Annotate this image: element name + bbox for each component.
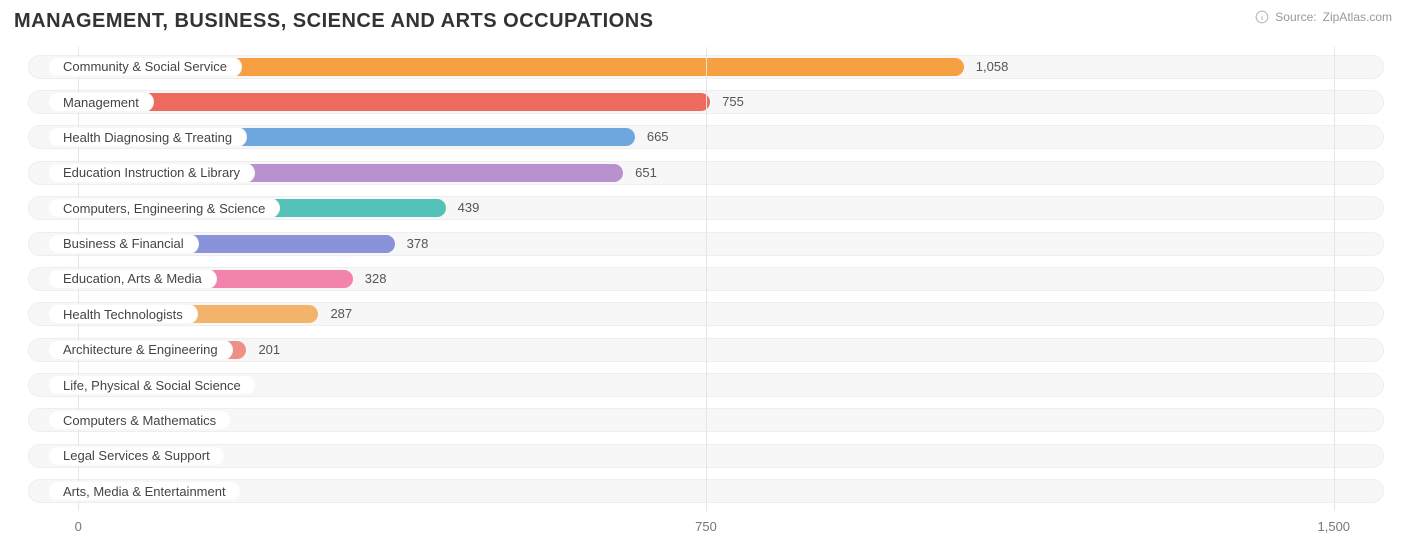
bar-category-label: Architecture & Engineering bbox=[48, 340, 233, 360]
bar-value-label: 328 bbox=[365, 271, 387, 286]
chart-area: Community & Social Service 1,058 Managemen… bbox=[14, 47, 1392, 537]
bar-value-label: 287 bbox=[330, 306, 352, 321]
source-attribution: Source: ZipAtlas.com bbox=[1255, 10, 1392, 24]
gridline bbox=[1334, 47, 1335, 511]
bar-category-label: Management bbox=[48, 92, 154, 112]
bar-value-label: 201 bbox=[258, 342, 280, 357]
bar-category-label: Legal Services & Support bbox=[48, 446, 225, 466]
bar-category-label: Business & Financial bbox=[48, 234, 199, 254]
bar-value-label: 665 bbox=[647, 129, 669, 144]
bar-category-label: Health Diagnosing & Treating bbox=[48, 127, 247, 147]
bar-value-label: 755 bbox=[722, 94, 744, 109]
bar-category-label: Life, Physical & Social Science bbox=[48, 375, 256, 395]
bar-value-label: 651 bbox=[635, 165, 657, 180]
bar-value-label: 1,058 bbox=[976, 59, 1009, 74]
x-tick-label: 750 bbox=[695, 519, 717, 534]
bar-fill bbox=[78, 93, 710, 111]
bar-category-label: Computers & Mathematics bbox=[48, 410, 231, 430]
bar-value-label: 378 bbox=[407, 236, 429, 251]
x-tick-label: 1,500 bbox=[1317, 519, 1350, 534]
bar-category-label: Education Instruction & Library bbox=[48, 163, 255, 183]
bar-value-label: 439 bbox=[458, 200, 480, 215]
bar-category-label: Community & Social Service bbox=[48, 57, 242, 77]
info-icon bbox=[1255, 10, 1269, 24]
gridline bbox=[706, 47, 707, 511]
bar-category-label: Computers, Engineering & Science bbox=[48, 198, 280, 218]
bar-category-label: Arts, Media & Entertainment bbox=[48, 481, 241, 501]
source-prefix: Source: bbox=[1275, 10, 1316, 24]
source-name: ZipAtlas.com bbox=[1323, 10, 1392, 24]
plot-area: Community & Social Service 1,058 Managemen… bbox=[28, 47, 1384, 511]
bar-category-label: Health Technologists bbox=[48, 304, 198, 324]
x-axis: 0 750 1,500 bbox=[28, 515, 1384, 537]
x-tick-label: 0 bbox=[75, 519, 82, 534]
chart-title: MANAGEMENT, BUSINESS, SCIENCE AND ARTS O… bbox=[14, 10, 653, 33]
bar-category-label: Education, Arts & Media bbox=[48, 269, 217, 289]
chart-header: MANAGEMENT, BUSINESS, SCIENCE AND ARTS O… bbox=[14, 10, 1392, 33]
